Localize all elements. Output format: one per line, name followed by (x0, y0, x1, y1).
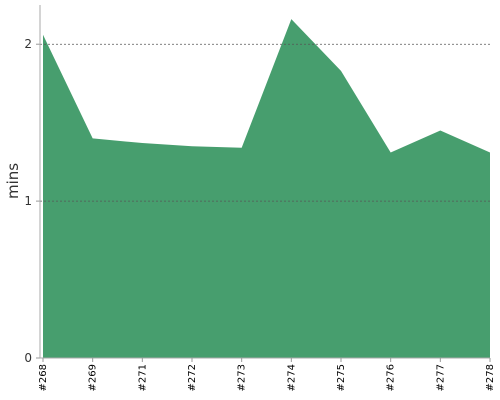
x-tick-label: #276 (386, 364, 397, 391)
x-tick-label: #271 (137, 364, 148, 391)
x-tick-label: #277 (435, 364, 446, 391)
y-tick-label: 0 (24, 351, 32, 365)
x-tick-label: #275 (336, 364, 347, 391)
x-tick-label: #272 (187, 364, 198, 391)
area (43, 19, 490, 359)
x-tick-label: #274 (286, 364, 297, 391)
x-tick-label: #268 (38, 364, 49, 391)
y-tick-label: 1 (24, 194, 32, 208)
y-tick-label: 2 (24, 37, 32, 51)
x-tick-label: #273 (237, 364, 248, 391)
y-axis-label: mins (4, 163, 22, 199)
x-tick-label: #269 (88, 364, 99, 391)
x-tick-label: #278 (485, 364, 496, 391)
